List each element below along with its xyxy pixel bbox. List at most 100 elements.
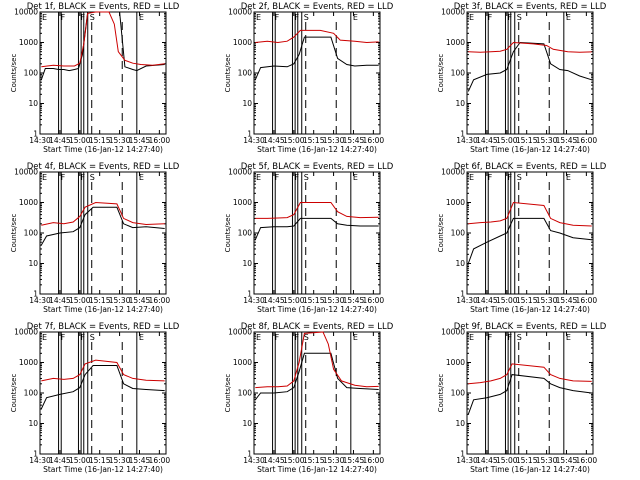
event-marker-label: E — [256, 333, 261, 342]
x-tick-label: 15:15 — [89, 296, 111, 305]
lld-series-line — [468, 363, 592, 385]
y-tick-label: 10 — [242, 419, 252, 428]
events-series-line — [254, 217, 379, 240]
x-tick-label: 14:45 — [476, 296, 498, 305]
x-tick-label: 14:45 — [49, 136, 71, 145]
x-tick-label: 14:30 — [456, 456, 478, 465]
y-axis-label: Counts/sec — [437, 214, 445, 253]
y-axis-label: Counts/sec — [437, 54, 445, 93]
x-tick-label: 15:45 — [343, 296, 365, 305]
y-tick-label: 1000 — [233, 198, 252, 207]
x-tick-label: 15:15 — [516, 456, 538, 465]
event-marker-label: S — [90, 333, 95, 342]
y-tick-label: 1000 — [19, 38, 38, 47]
events-series-line — [40, 11, 165, 80]
x-tick-label: 15:15 — [303, 136, 325, 145]
chart-panel-8: Det 8f, BLACK = Events, RED = LLD 1 10 100 1… — [224, 322, 394, 474]
y-axis-label: Counts/sec — [224, 374, 232, 413]
event-marker-label: E — [353, 333, 358, 342]
event-marker-label: F — [61, 13, 66, 22]
event-marker-label: E — [566, 333, 571, 342]
x-tick-label: 15:15 — [303, 296, 325, 305]
events-series-line — [467, 374, 592, 415]
y-tick-label: 1 — [460, 290, 465, 299]
y-tick-label: 10 — [28, 419, 38, 428]
x-tick-label: 15:00 — [496, 296, 518, 305]
y-tick-label: 1 — [247, 290, 252, 299]
x-tick-label: 15:00 — [283, 296, 305, 305]
events-series-line — [254, 36, 379, 80]
x-tick-label: 14:45 — [263, 136, 285, 145]
x-tick-label: 16:00 — [576, 456, 598, 465]
x-tick-label: 15:00 — [283, 456, 305, 465]
event-marker-label: S — [90, 13, 95, 22]
x-tick-label: 15:00 — [69, 136, 91, 145]
x-tick-label: 14:30 — [29, 136, 51, 145]
x-tick-label: 15:45 — [556, 296, 578, 305]
x-axis-label: Start Time (16-Jan-12 14:27:40) — [43, 465, 163, 474]
lld-series-line — [468, 41, 592, 53]
y-tick-label: 100 — [238, 389, 253, 398]
x-tick-label: 15:00 — [496, 456, 518, 465]
x-tick-label: 15:30 — [109, 456, 131, 465]
event-marker-label: F — [488, 173, 493, 182]
x-tick-label: 15:15 — [303, 456, 325, 465]
y-tick-label: 10 — [242, 259, 252, 268]
event-marker-label: S — [517, 333, 522, 342]
x-tick-label: 15:45 — [556, 136, 578, 145]
event-marker-label: E — [42, 173, 47, 182]
event-marker-label: F — [488, 13, 493, 22]
x-tick-label: 15:00 — [69, 456, 91, 465]
x-tick-label: 15:15 — [516, 296, 538, 305]
x-tick-label: 16:00 — [363, 296, 385, 305]
lld-series-line — [255, 331, 379, 389]
chart-title: Det 5f, BLACK = Events, RED = LLD — [241, 162, 394, 172]
x-tick-label: 15:45 — [556, 456, 578, 465]
y-tick-label: 10000 — [441, 8, 465, 17]
y-tick-label: 100 — [451, 229, 466, 238]
x-tick-label: 15:45 — [343, 456, 365, 465]
y-axis-label: Counts/sec — [10, 374, 18, 413]
chart-panel-3: Det 3f, BLACK = Events, RED = LLD 1 10 100 1… — [437, 2, 607, 154]
y-tick-label: 1000 — [446, 38, 465, 47]
event-marker-label: E — [42, 13, 47, 22]
event-marker-label: F — [294, 333, 299, 342]
event-marker-label: E — [469, 333, 474, 342]
event-marker-label: F — [61, 333, 66, 342]
event-marker-label: F — [275, 333, 280, 342]
x-tick-label: 14:30 — [243, 136, 265, 145]
y-tick-label: 100 — [238, 69, 253, 78]
event-marker-label: F — [507, 13, 512, 22]
x-axis-label: Start Time (16-Jan-12 14:27:40) — [470, 465, 590, 474]
event-marker-label: E — [139, 173, 144, 182]
x-tick-label: 15:30 — [536, 296, 558, 305]
y-tick-label: 10000 — [228, 8, 252, 17]
y-axis-label: Counts/sec — [10, 214, 18, 253]
chart-title: Det 8f, BLACK = Events, RED = LLD — [241, 322, 394, 332]
y-axis-label: Counts/sec — [224, 54, 232, 93]
x-tick-label: 14:45 — [476, 456, 498, 465]
event-marker-label: F — [80, 173, 85, 182]
lld-series-line — [468, 201, 592, 227]
x-tick-label: 15:30 — [109, 296, 131, 305]
events-series-line — [467, 41, 592, 92]
x-tick-label: 14:45 — [263, 456, 285, 465]
x-tick-label: 16:00 — [149, 296, 171, 305]
event-marker-label: F — [488, 333, 493, 342]
chart-panel-4: Det 4f, BLACK = Events, RED = LLD 1 10 100 1… — [10, 162, 180, 314]
x-axis-label: Start Time (16-Jan-12 14:27:40) — [470, 145, 590, 154]
chart-title: Det 2f, BLACK = Events, RED = LLD — [241, 2, 394, 12]
x-tick-label: 16:00 — [149, 456, 171, 465]
event-marker-label: S — [304, 173, 309, 182]
lld-series-line — [255, 29, 379, 44]
chart-panel-5: Det 5f, BLACK = Events, RED = LLD 1 10 100 1… — [224, 162, 394, 314]
x-tick-label: 15:30 — [536, 456, 558, 465]
y-tick-label: 1000 — [446, 358, 465, 367]
y-tick-label: 1000 — [446, 198, 465, 207]
x-tick-label: 15:30 — [536, 136, 558, 145]
y-axis-label: Counts/sec — [10, 54, 18, 93]
event-marker-label: F — [275, 173, 280, 182]
event-marker-label: S — [304, 333, 309, 342]
x-tick-label: 14:45 — [49, 296, 71, 305]
x-axis-label: Start Time (16-Jan-12 14:27:40) — [257, 145, 377, 154]
